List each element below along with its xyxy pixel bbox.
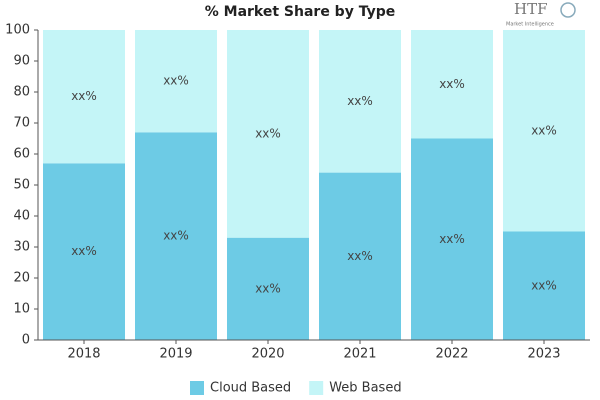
data-label: xx% <box>255 281 281 295</box>
y-tick-label: 50 <box>13 178 30 193</box>
legend-swatch <box>190 381 204 395</box>
x-tick-label: 2022 <box>435 347 468 362</box>
data-label: xx% <box>163 74 189 88</box>
y-tick-label: 70 <box>13 116 30 131</box>
logo-subtext: Market Intelligence <box>506 22 554 28</box>
bar-segment <box>135 132 217 340</box>
bar-segment <box>43 30 125 164</box>
y-tick-label: 10 <box>13 302 30 317</box>
data-label: xx% <box>347 249 373 263</box>
bar-segment <box>227 237 309 340</box>
data-label: xx% <box>71 89 97 103</box>
y-tick-label: 60 <box>13 147 30 162</box>
y-tick-label: 100 <box>5 23 30 38</box>
data-label: xx% <box>163 229 189 243</box>
logo-icon <box>560 2 576 18</box>
data-label: xx% <box>347 94 373 108</box>
x-tick-label: 2019 <box>159 347 192 362</box>
bar-segment <box>411 138 493 340</box>
logo-text: HTF <box>514 0 548 18</box>
bar-segment <box>503 231 585 340</box>
bar-segment <box>319 30 401 173</box>
bar-segment <box>227 30 309 238</box>
x-tick-label: 2020 <box>251 347 284 362</box>
bar-segment <box>43 163 125 340</box>
x-tick-label: 2021 <box>343 347 376 362</box>
data-label: xx% <box>531 123 557 137</box>
data-label: xx% <box>439 77 465 91</box>
data-label: xx% <box>71 244 97 258</box>
y-tick-label: 40 <box>13 209 30 224</box>
chart-title: % Market Share by Type <box>205 4 396 20</box>
legend-label: Cloud Based <box>210 381 291 396</box>
y-tick-label: 30 <box>13 240 30 255</box>
data-label: xx% <box>439 232 465 246</box>
legend-swatch <box>309 381 324 395</box>
bar-segment <box>411 30 493 139</box>
bar-segment <box>135 30 217 133</box>
x-tick-label: 2018 <box>67 347 100 362</box>
y-tick-label: 0 <box>22 333 30 348</box>
data-label: xx% <box>531 278 557 292</box>
x-tick-label: 2023 <box>527 347 560 362</box>
y-tick-label: 80 <box>13 85 30 100</box>
y-tick-label: 20 <box>13 271 30 286</box>
y-tick-label: 90 <box>13 54 30 69</box>
bar-segment <box>319 172 401 340</box>
legend-label: Web Based <box>329 381 401 396</box>
bar-segment <box>503 30 585 232</box>
data-label: xx% <box>255 126 281 140</box>
